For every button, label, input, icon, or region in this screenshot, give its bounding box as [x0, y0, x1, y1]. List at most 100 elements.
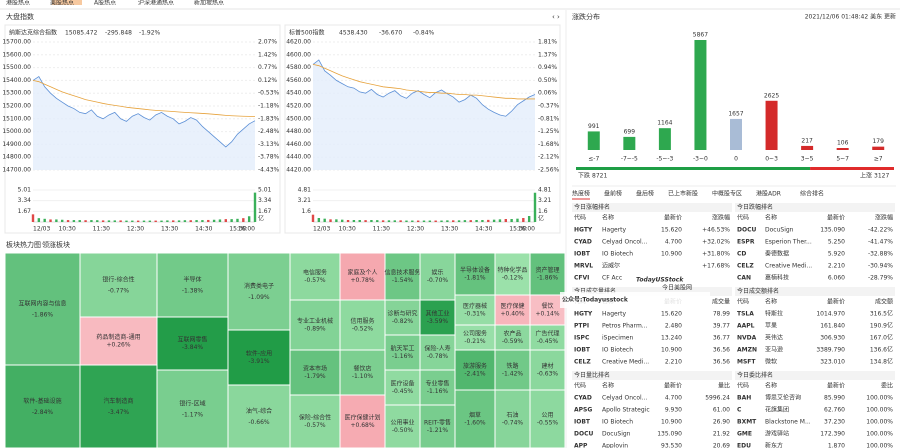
table-cell[interactable]: CYAD	[574, 395, 592, 402]
table-cell: -42.22%	[868, 227, 893, 234]
table-cell[interactable]: IOBT	[574, 419, 591, 426]
top-tab[interactable]: 港股热点	[6, 0, 30, 7]
heatmap-cell[interactable]	[384, 404, 421, 448]
heatmap-cell[interactable]	[384, 299, 421, 336]
table-cell[interactable]: DOCU	[574, 431, 593, 438]
heatmap-cell[interactable]	[419, 404, 456, 448]
top-tab[interactable]: 沪深港通热点	[138, 0, 174, 7]
rank-tab[interactable]: 热度榜	[572, 190, 590, 198]
volume-bar	[352, 220, 356, 222]
rank-tab[interactable]: 港股ADR	[756, 190, 781, 198]
rank-tab[interactable]: 盘后榜	[636, 190, 654, 198]
heatmap-cell[interactable]	[454, 389, 496, 448]
table-cell[interactable]: IOBT	[574, 251, 591, 258]
table-cell[interactable]: IOBT	[574, 347, 591, 354]
y-tick-label: 4500.00	[286, 115, 311, 122]
y-pct-label: 1.81%	[538, 39, 557, 46]
heatmap-cell[interactable]	[529, 389, 566, 448]
table-cell[interactable]: HGTY	[574, 311, 593, 318]
heatmap-cell[interactable]	[384, 369, 421, 406]
updated-time: 2021/12/06 01:48:42 美东 更新	[805, 13, 896, 21]
heatmap-cell[interactable]	[289, 394, 341, 448]
price-area	[313, 59, 535, 170]
table-cell[interactable]: PTPI	[574, 323, 589, 330]
table-cell[interactable]: ESPR	[737, 239, 755, 246]
table-cell[interactable]: MRVL	[574, 263, 593, 270]
top-tab[interactable]: 新加坡热点	[194, 0, 224, 7]
rank-tab[interactable]: 中概股专区	[712, 190, 742, 198]
table-cell[interactable]: CELZ	[574, 359, 591, 366]
table-cell: 135.090	[657, 431, 682, 438]
x-tick-label: 12/03	[33, 226, 50, 233]
bar-value: 991	[588, 123, 600, 130]
heatmap-tab[interactable]: 领涨板块	[42, 240, 70, 249]
table-cell[interactable]: EDU	[737, 443, 751, 448]
distribution-bar	[587, 131, 600, 150]
volume-bar	[411, 220, 414, 222]
table-cell[interactable]: GME	[737, 431, 752, 438]
heatmap-cell[interactable]	[227, 384, 291, 448]
distribution-title: 涨跌分布	[572, 12, 600, 21]
table-cell[interactable]: DOCU	[737, 227, 756, 234]
table-cell[interactable]: HGTY	[574, 227, 593, 234]
volume-tick-label: 1.67	[18, 208, 32, 215]
table-cell[interactable]: MSFT	[737, 359, 756, 366]
bar-category: 3~5	[801, 156, 814, 163]
rank-tab[interactable]: 已上市新股	[668, 190, 698, 198]
table-cell[interactable]: C	[737, 407, 742, 414]
heatmap-cell[interactable]	[79, 252, 158, 318]
table-cell: 61.00	[713, 407, 730, 414]
heatmap-cell[interactable]	[156, 252, 229, 318]
table-cell: Creative Medi...	[765, 263, 812, 270]
table-cell[interactable]: APSG	[574, 407, 592, 414]
table-cell[interactable]: CFVI	[574, 275, 589, 282]
heatmap-cell[interactable]	[4, 252, 81, 366]
heatmap-cell[interactable]	[79, 364, 158, 448]
heatmap-cell[interactable]	[156, 369, 229, 448]
price-line	[32, 75, 256, 148]
table-cell[interactable]: BXMT	[737, 419, 757, 426]
table-cell: 2.210	[665, 359, 682, 366]
table-cell[interactable]: CAN	[737, 275, 751, 282]
watermark-wechat: 公众号:Todayusstock	[562, 296, 629, 304]
y-tick-label: 4560.00	[286, 77, 311, 84]
heatmap-cell[interactable]	[79, 316, 158, 366]
table-cell[interactable]: CELZ	[737, 263, 754, 270]
table-cell: Celyad Oncol...	[602, 239, 647, 246]
heatmap-cell[interactable]	[494, 324, 531, 351]
top-tab[interactable]: A股热点	[94, 0, 116, 7]
rank-tab[interactable]: 盘前榜	[604, 190, 622, 198]
heatmap-cell[interactable]	[339, 394, 386, 448]
heatmap-cell[interactable]	[454, 294, 496, 326]
table-cell[interactable]: TSLA	[737, 311, 754, 318]
table-cell[interactable]: BAH	[737, 395, 751, 402]
table-cell[interactable]: CYAD	[574, 239, 592, 246]
heatmap-cell[interactable]	[4, 364, 81, 448]
distribution-bar	[836, 148, 849, 150]
y-pct-label: -1.18%	[258, 103, 280, 110]
cell-value: -0.21%	[464, 338, 486, 345]
table-cell[interactable]: NVDA	[737, 335, 757, 342]
volume-bar	[72, 220, 76, 222]
heatmap-cell[interactable]	[227, 252, 291, 331]
volume-bar	[329, 219, 332, 222]
heatmap-cell[interactable]	[339, 349, 386, 396]
heatmap-cell[interactable]	[529, 349, 566, 391]
table-cell[interactable]: ISPC	[574, 335, 590, 342]
heatmap-cell[interactable]	[289, 252, 341, 301]
table-header: 代码	[574, 382, 586, 390]
cell-name: 油气-综合	[246, 407, 272, 415]
volume-unit: 亿	[538, 215, 544, 223]
table-cell[interactable]: APP	[574, 443, 588, 448]
section-title: 大盘指数	[6, 12, 34, 21]
table-cell[interactable]: CD	[737, 251, 746, 258]
prev-arrow[interactable]: ‹ ›	[552, 13, 560, 21]
rank-tab[interactable]: 综合排名	[800, 190, 824, 198]
top-tab[interactable]: 美股热点	[50, 0, 74, 7]
volume-bar	[154, 220, 157, 222]
table-cell[interactable]: AMZN	[737, 347, 757, 354]
heatmap-cell[interactable]	[454, 349, 496, 391]
y-pct-label: 1.37%	[538, 51, 557, 58]
table-cell[interactable]: AAPL	[737, 323, 755, 330]
heatmap-cell[interactable]	[529, 324, 566, 351]
